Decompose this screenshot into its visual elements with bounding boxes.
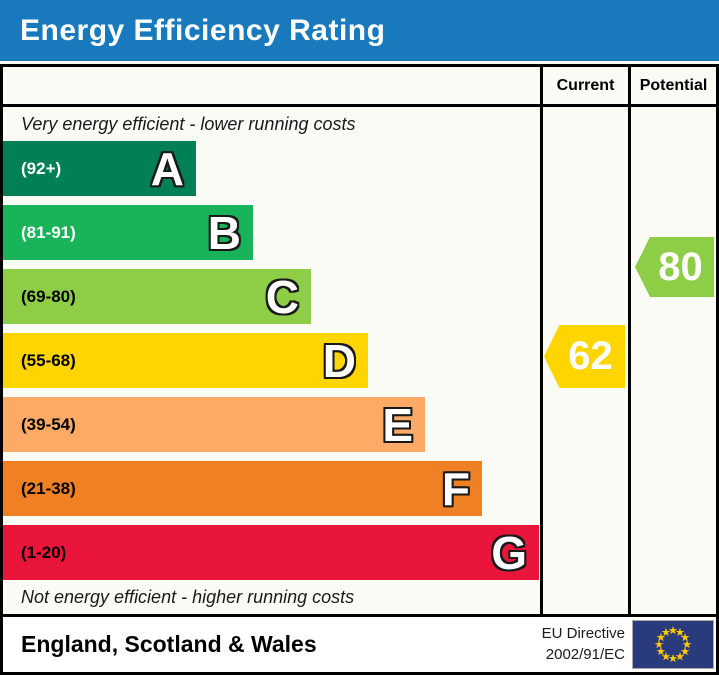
eu-directive-label: EU Directive 2002/91/EC [542, 624, 625, 665]
current-rating-value: 62 [568, 334, 613, 378]
band-range-label: (81-91) [21, 222, 76, 242]
rating-table: Current Potential Very energy efficient … [0, 64, 719, 675]
eu-directive-line1: EU Directive [541, 625, 625, 643]
band-c: (69-80) C [3, 269, 311, 324]
rating-scale-cell: Very energy efficient - lower running co… [3, 107, 540, 614]
band-letter: A [150, 142, 184, 195]
region-label: England, Scotland & Wales [21, 631, 317, 657]
band-a: (92+) A [3, 141, 196, 196]
rating-bands: (92+) A (81-91) B (69-80) C (55-68) D (39-54) E (2… [3, 141, 540, 580]
band-letter: D [322, 334, 356, 387]
current-column-header: Current [540, 67, 628, 107]
band-letter: B [207, 206, 241, 259]
potential-rating-value: 80 [658, 244, 703, 289]
band-letter: G [491, 526, 527, 579]
band-e: (39-54) E [3, 397, 425, 452]
band-f: (21-38) F [3, 461, 482, 516]
band-range-label: (1-20) [21, 542, 67, 562]
potential-rating-cell: 80 [628, 107, 716, 614]
current-rating-indicator: 62 [544, 325, 625, 388]
band-letter: F [441, 462, 470, 515]
band-g: (1-20) G [3, 525, 539, 580]
band-range-label: (21-38) [21, 478, 76, 498]
bottom-note: Not energy efficient - higher running co… [21, 587, 355, 607]
band-range-label: (69-80) [21, 286, 76, 306]
page-title: Energy Efficiency Rating [20, 13, 386, 47]
current-rating-cell: 62 [540, 107, 628, 614]
band-range-label: (55-68) [21, 350, 76, 370]
eu-directive-line2: 2002/91/EC [545, 645, 625, 663]
band-range-label: (39-54) [21, 414, 76, 434]
potential-rating-indicator: 80 [635, 237, 714, 297]
footer: England, Scotland & Wales EU Directive 2… [3, 614, 716, 672]
band-letter: E [382, 398, 413, 451]
band-letter: C [265, 270, 299, 323]
header-spacer-cell [3, 67, 540, 107]
band-range-label: (92+) [21, 158, 62, 178]
band-d: (55-68) D [3, 333, 368, 388]
title-bar: Energy Efficiency Rating [0, 0, 719, 61]
top-note: Very energy efficient - lower running co… [21, 113, 356, 134]
eu-flag-icon [632, 620, 714, 669]
band-b: (81-91) B [3, 205, 253, 260]
potential-column-header: Potential [628, 67, 716, 107]
